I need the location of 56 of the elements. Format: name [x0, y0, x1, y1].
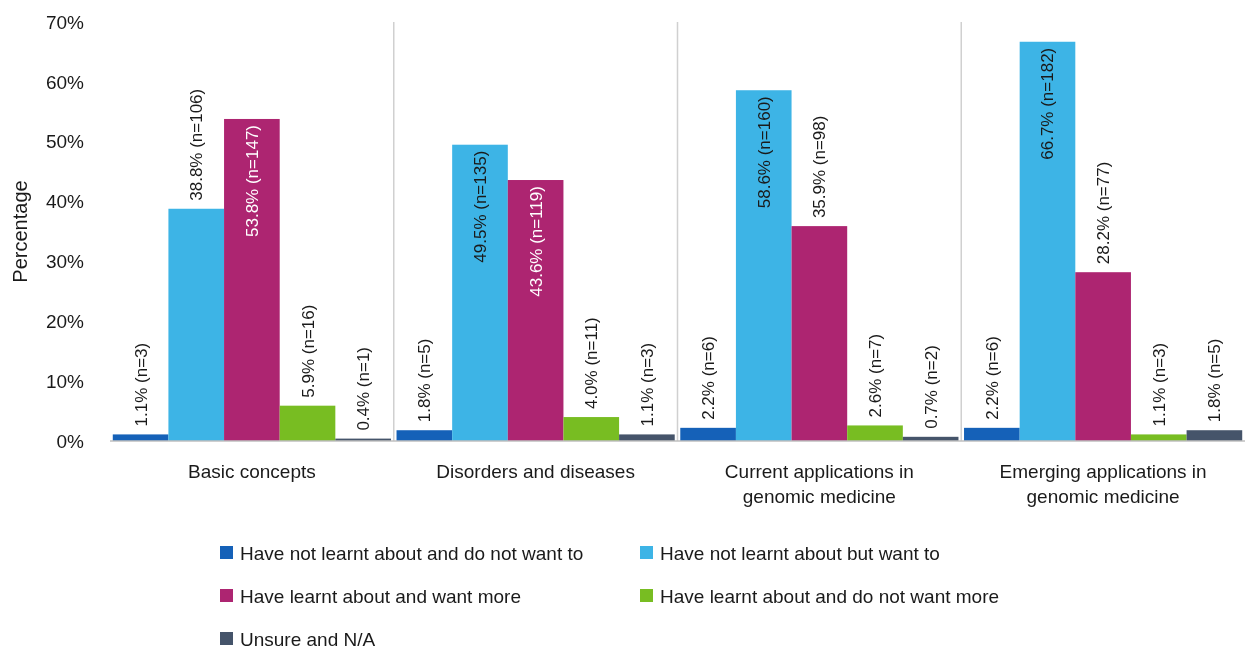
data-label: 53.8% (n=147) — [242, 124, 262, 237]
legend-label: Unsure and N/A — [240, 628, 376, 650]
legend-label: Have learnt about and do not want more — [660, 585, 1000, 607]
bar — [791, 226, 848, 441]
data-label: 58.6% (n=160) — [754, 96, 774, 209]
y-tick-label: 0% — [56, 430, 85, 452]
bar — [1130, 434, 1187, 441]
bar — [847, 425, 903, 441]
data-label: 2.2% (n=6) — [982, 336, 1002, 420]
x-tick-label: Disorders and diseases — [436, 461, 635, 482]
y-tick-label: 50% — [45, 131, 85, 153]
data-label: 2.6% (n=7) — [866, 333, 886, 418]
bar — [507, 180, 564, 441]
bar — [563, 417, 620, 441]
y-tick-label: 60% — [45, 71, 85, 93]
legend-label: Have not learnt about but want to — [660, 542, 940, 564]
data-label: 4.0% (n=11) — [582, 317, 602, 410]
data-label: 28.2% (n=77) — [1094, 161, 1114, 265]
bar — [224, 118, 280, 441]
bar — [1075, 272, 1131, 441]
data-label: 1.1% (n=3) — [1149, 342, 1169, 427]
bar — [619, 434, 675, 441]
legend-label: Have not learnt about and do not want to — [240, 542, 584, 564]
y-tick-label: 30% — [45, 251, 85, 273]
bar — [1019, 41, 1076, 441]
data-label: 43.6% (n=119) — [526, 186, 546, 297]
data-label: 0.7% (n=2) — [921, 345, 941, 429]
bar — [680, 427, 736, 441]
bar — [964, 427, 1020, 441]
data-label: 1.1% (n=3) — [131, 342, 151, 427]
y-tick-label: 40% — [45, 191, 85, 213]
data-label: 66.7% (n=182) — [1038, 47, 1058, 160]
y-tick-label: 10% — [45, 370, 85, 392]
data-label: 5.9% (n=16) — [298, 304, 318, 398]
legend-label: Have learnt about and want more — [240, 585, 521, 607]
bar — [279, 405, 336, 441]
data-label: 35.9% (n=98) — [810, 115, 830, 219]
data-label: 1.8% (n=5) — [415, 338, 435, 423]
x-tick-label: Emerging applications in genomic medicine — [999, 461, 1207, 507]
y-axis-title: Percentage — [9, 180, 31, 283]
x-tick-label: Basic concepts — [187, 461, 316, 482]
data-label: 38.8% (n=106) — [187, 88, 207, 201]
bar — [112, 434, 169, 441]
x-tick-label: Current applications in genomic medicine — [724, 461, 914, 507]
bar — [1186, 430, 1243, 441]
bar — [735, 90, 792, 441]
data-label: 1.1% (n=3) — [637, 342, 657, 427]
data-label: 0.4% (n=1) — [354, 346, 374, 431]
y-tick-label: 20% — [45, 310, 85, 332]
data-label: 1.8% (n=5) — [1205, 338, 1225, 423]
bar — [452, 144, 508, 441]
data-label: 2.2% (n=6) — [699, 336, 719, 420]
y-tick-label: 70% — [45, 11, 85, 33]
data-label: 49.5% (n=135) — [470, 150, 490, 263]
bar — [168, 208, 225, 441]
bar — [396, 430, 453, 441]
